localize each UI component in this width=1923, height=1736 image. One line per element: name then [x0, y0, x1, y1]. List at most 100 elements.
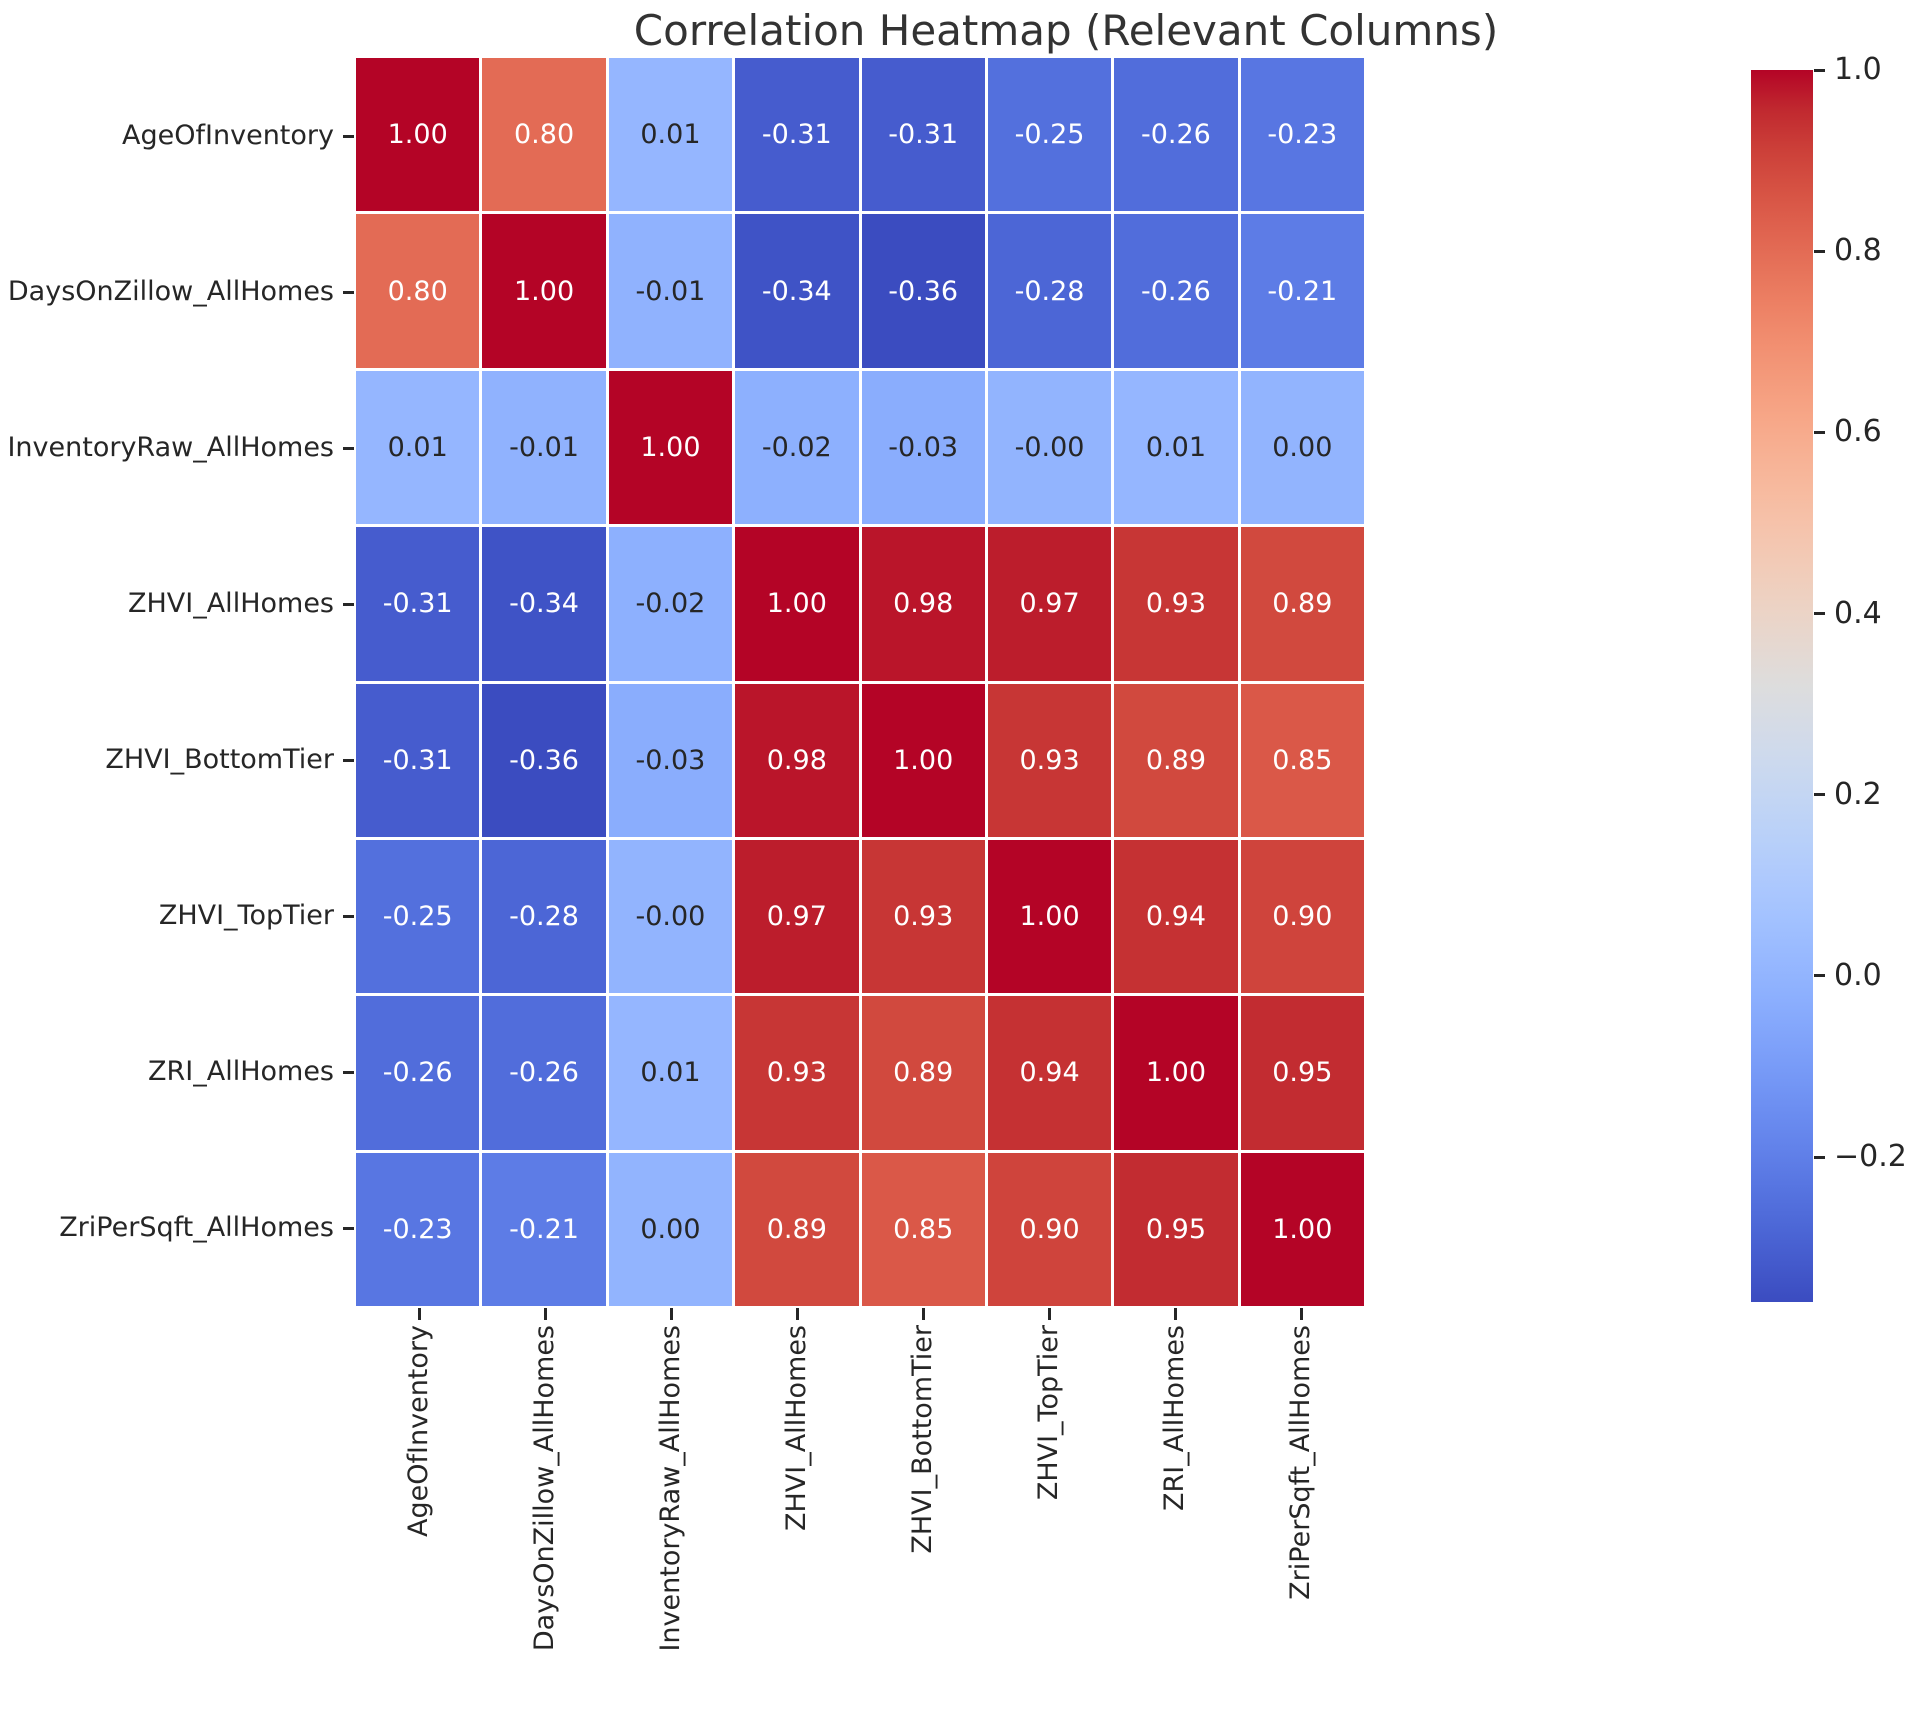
y-tick-mark [343, 290, 354, 294]
cell-value: -0.31 [888, 119, 959, 151]
cell-value: 0.80 [387, 275, 448, 307]
cell-value: -0.21 [1267, 275, 1338, 307]
cell-value: 0.01 [387, 431, 448, 463]
y-tick-mark [343, 446, 354, 450]
x-tick-label: ZHVI_AllHomes [781, 1325, 812, 1532]
heatmap-cell: -0.03 [861, 370, 985, 525]
heatmap-cell: 0.93 [735, 996, 859, 1150]
heatmap-cell: -0.00 [608, 839, 733, 994]
cell-value: -0.26 [382, 1057, 453, 1089]
heatmap-cell: -0.26 [482, 996, 606, 1150]
cell-value: -0.26 [1141, 119, 1211, 151]
cell-value: 0.95 [1145, 1213, 1206, 1245]
y-tick-mark [343, 1070, 354, 1074]
heatmap-cell: -0.25 [987, 58, 1112, 212]
cell-value: 1.00 [387, 119, 448, 151]
cell-value: 0.95 [1272, 1057, 1333, 1089]
cell-value: -0.31 [382, 744, 453, 776]
heatmap-cell: -0.31 [356, 683, 480, 837]
heatmap-cell: 0.00 [1240, 370, 1364, 525]
cell-value: -0.26 [1141, 275, 1211, 307]
heatmap-cell: 0.95 [1114, 1152, 1238, 1306]
y-tick-mark [343, 134, 354, 138]
colorbar-tick-label: 0.2 [1834, 776, 1882, 812]
colorbar-tick-label: 0.6 [1834, 414, 1882, 450]
heatmap-cell: -0.23 [356, 1152, 480, 1306]
heatmap-cell: 1.00 [735, 527, 859, 681]
heatmap-cell: -0.03 [608, 683, 733, 837]
y-tick-label: ZriPerSqft_AllHomes [59, 1212, 334, 1243]
heatmap-cell: 0.89 [1240, 527, 1364, 681]
heatmap-cell: -0.01 [608, 214, 733, 368]
heatmap-cell: 0.93 [861, 839, 985, 994]
colorbar-tick-mark [1814, 249, 1825, 253]
heatmap-cell: 0.97 [735, 839, 859, 994]
heatmap-cell: -0.26 [356, 996, 480, 1150]
cell-value: -0.23 [382, 1213, 453, 1245]
heatmap-cell: 0.93 [987, 683, 1112, 837]
cell-value: 0.93 [1019, 744, 1080, 776]
cell-value: -0.01 [635, 275, 706, 307]
cell-value: 0.90 [1272, 901, 1333, 933]
heatmap-cell: 0.93 [1114, 527, 1238, 681]
cell-value: 0.89 [766, 1213, 827, 1245]
colorbar-tick-mark [1814, 430, 1825, 434]
cell-value: -0.36 [888, 275, 959, 307]
cell-value: -0.23 [1267, 119, 1338, 151]
cell-value: 0.80 [514, 119, 575, 151]
heatmap-cell: 0.85 [861, 1152, 985, 1306]
x-tick-label: DaysOnZillow_AllHomes [529, 1325, 560, 1652]
cell-value: -0.02 [635, 588, 706, 620]
cell-value: 0.97 [766, 901, 827, 933]
heatmap-cell: 0.90 [987, 1152, 1112, 1306]
heatmap-cell: 1.00 [861, 683, 985, 837]
y-tick-label: InventoryRaw_AllHomes [7, 432, 334, 463]
x-tick-label: ZHVI_BottomTier [907, 1325, 938, 1554]
cell-value: 0.85 [1272, 744, 1333, 776]
heatmap-cell: 0.80 [356, 214, 480, 368]
heatmap-cell: -0.36 [861, 214, 985, 368]
heatmap-cell: 0.89 [735, 1152, 859, 1306]
x-tick-label: ZriPerSqft_AllHomes [1285, 1325, 1316, 1600]
heatmap-cell: -0.02 [735, 370, 859, 525]
cell-value: -0.34 [509, 588, 579, 620]
y-tick-label: ZRI_AllHomes [148, 1056, 334, 1087]
y-tick-label: ZHVI_BottomTier [105, 744, 334, 775]
cell-value: 0.98 [893, 588, 954, 620]
colorbar-tick-mark [1814, 68, 1825, 72]
heatmap-cell: 0.01 [356, 370, 480, 525]
cell-value: 0.89 [1272, 588, 1333, 620]
colorbar-tick-label: 0.8 [1834, 233, 1882, 269]
heatmap-cell: 0.90 [1240, 839, 1364, 994]
cell-value: 0.97 [1019, 588, 1080, 620]
cell-value: 0.01 [640, 119, 701, 151]
heatmap-cell: 0.95 [1240, 996, 1364, 1150]
cell-value: -0.01 [509, 431, 579, 463]
cell-value: 1.00 [1019, 901, 1080, 933]
x-tick-mark [795, 1308, 799, 1320]
heatmap-cell: -0.31 [735, 58, 859, 212]
cell-value: 0.89 [1145, 744, 1206, 776]
cell-value: 0.94 [1019, 1057, 1080, 1089]
heatmap-cell: 0.98 [861, 527, 985, 681]
heatmap-cell: 0.97 [987, 527, 1112, 681]
heatmap-cell: -0.26 [1114, 214, 1238, 368]
cell-value: -0.03 [888, 431, 959, 463]
y-tick-mark [343, 1226, 354, 1230]
colorbar-tick-mark [1814, 1155, 1825, 1159]
cell-value: 0.01 [640, 1057, 701, 1089]
heatmap-cell: -0.31 [356, 527, 480, 681]
cell-value: 0.00 [1272, 431, 1333, 463]
colorbar-tick-mark [1814, 974, 1825, 978]
y-tick-mark [343, 914, 354, 918]
x-tick-mark [1173, 1308, 1177, 1320]
y-tick-mark [343, 602, 354, 606]
cell-value: -0.31 [761, 119, 832, 151]
x-tick-label: ZHVI_TopTier [1033, 1325, 1064, 1501]
cell-value: -0.03 [635, 744, 706, 776]
cell-value: 0.01 [1145, 431, 1206, 463]
cell-value: -0.00 [1014, 431, 1085, 463]
cell-value: 0.98 [766, 744, 827, 776]
cell-value: -0.28 [509, 901, 579, 933]
